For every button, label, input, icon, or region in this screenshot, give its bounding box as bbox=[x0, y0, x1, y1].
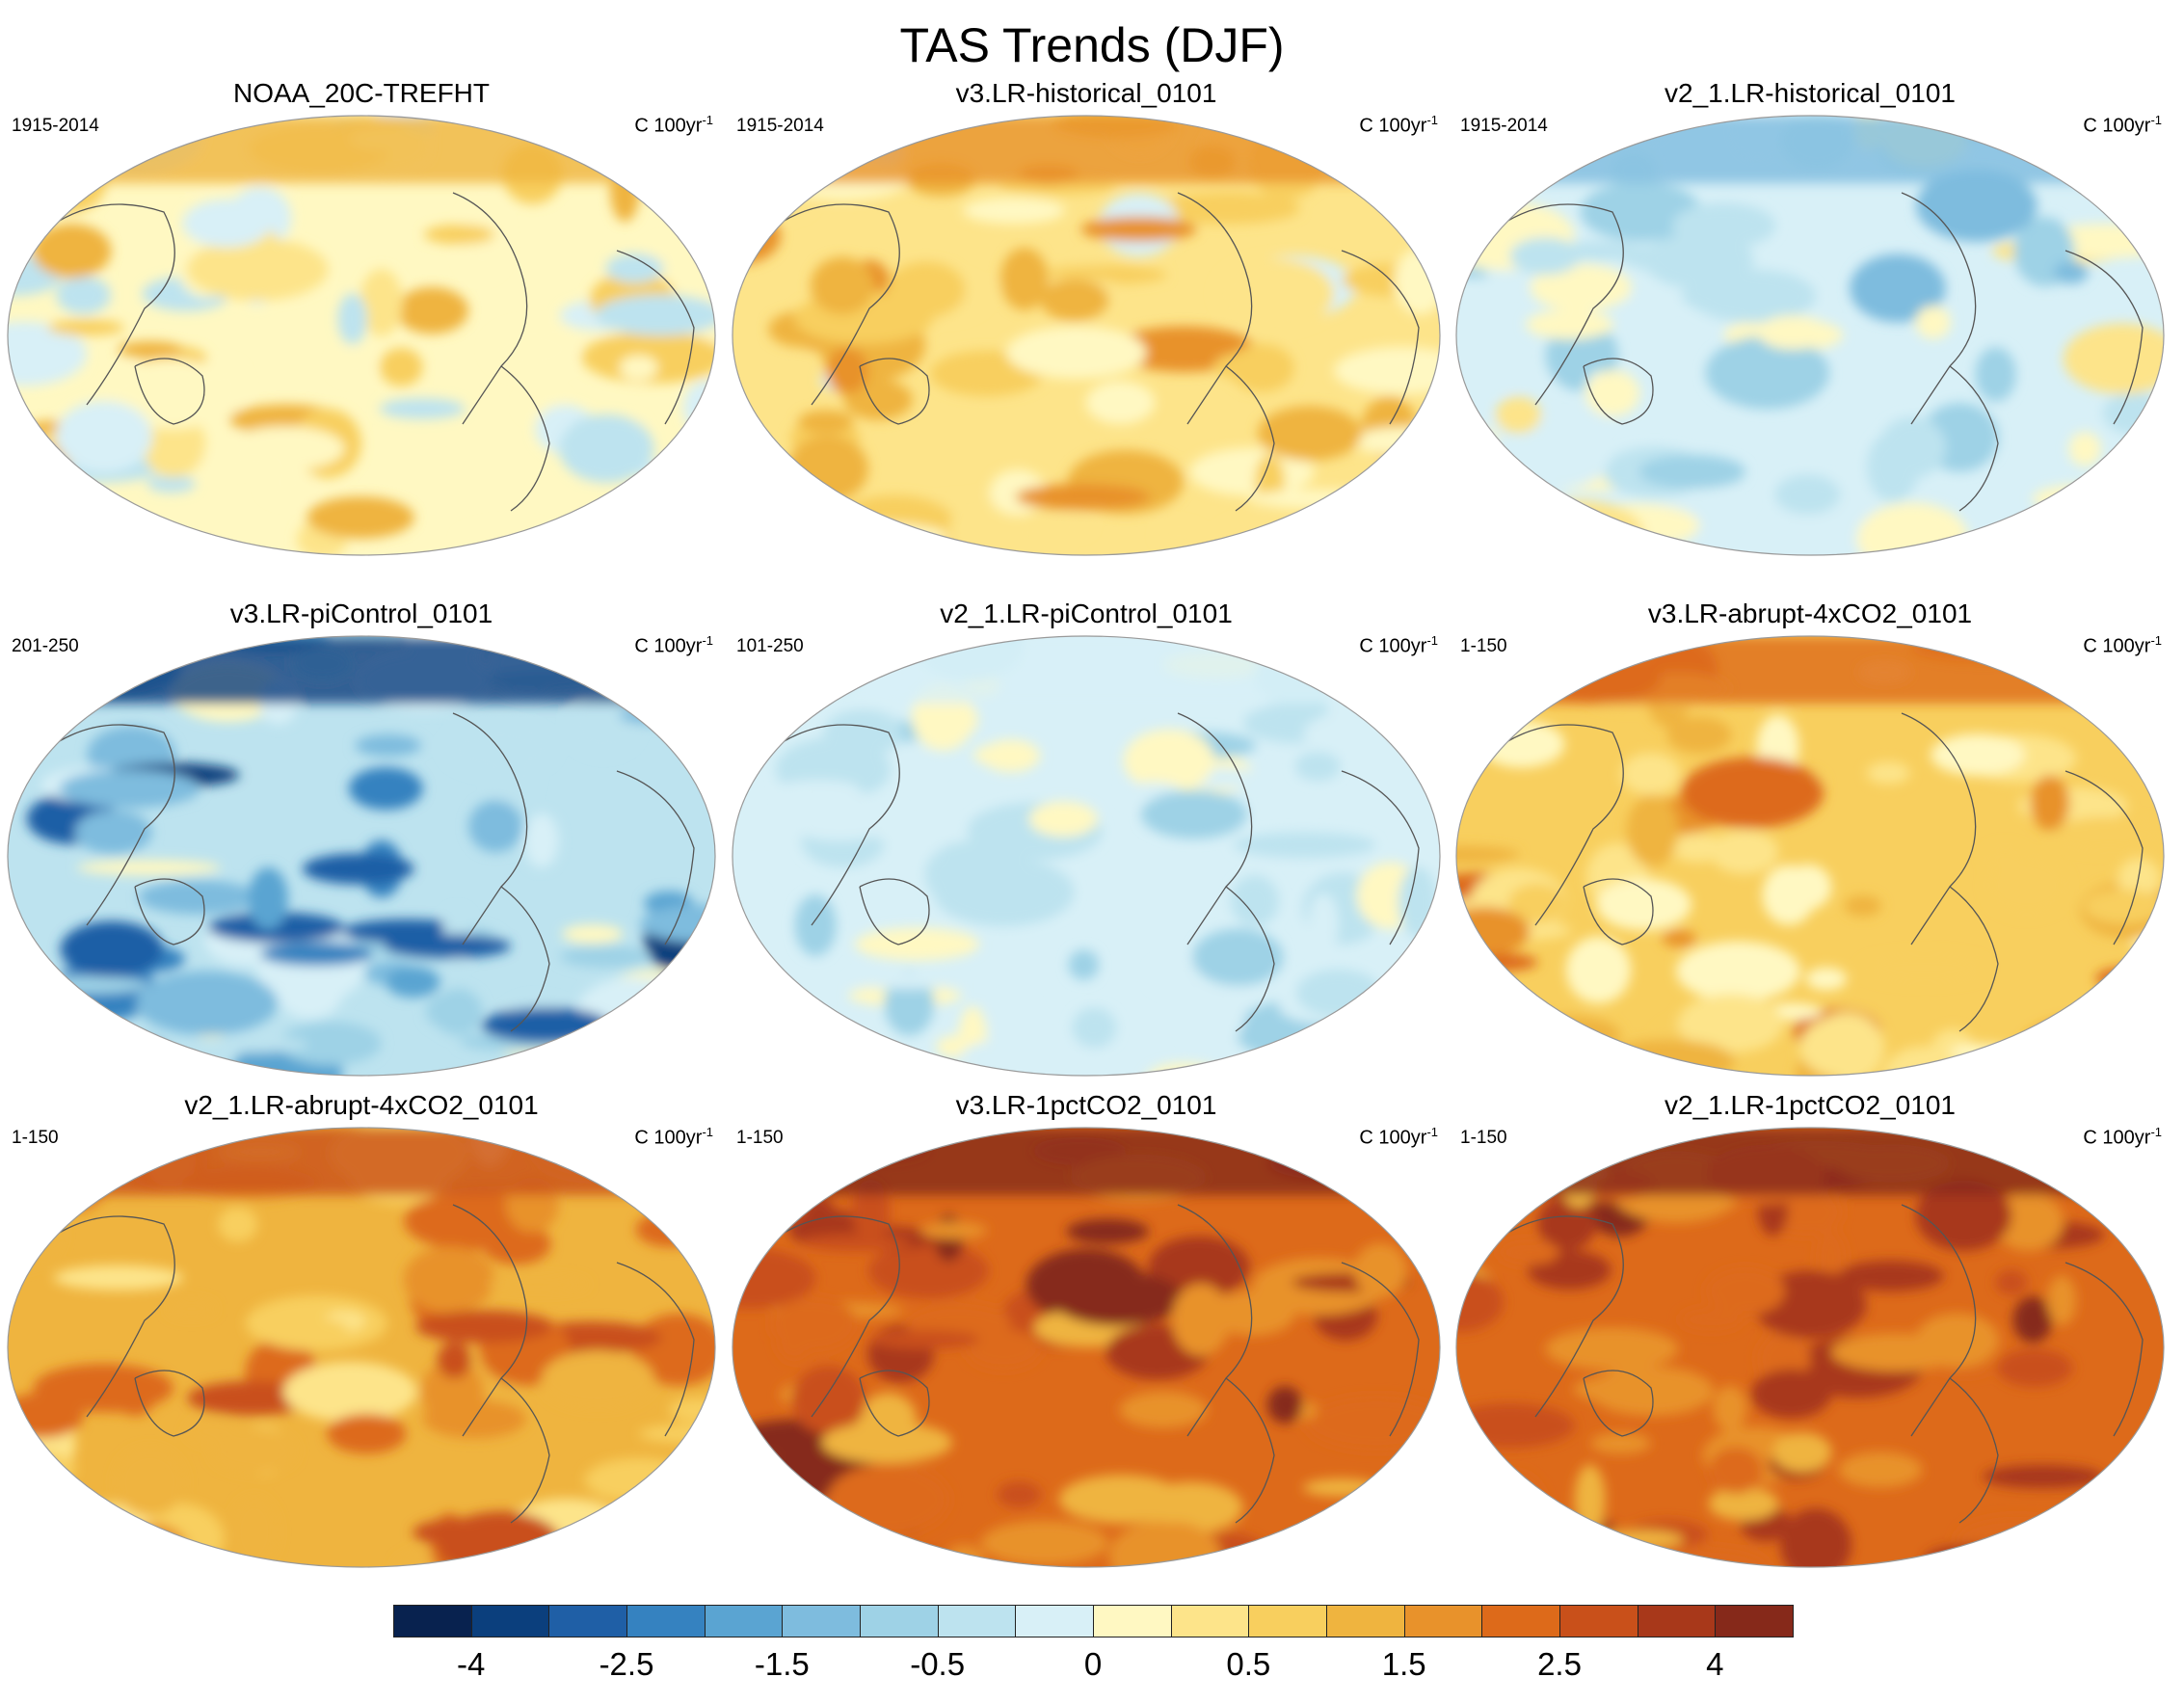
colorbar-box bbox=[1637, 1605, 1717, 1637]
panel-units: C 100yr-1 bbox=[634, 633, 713, 657]
panel-title: v2_1.LR-piControl_0101 bbox=[940, 599, 1233, 628]
panel-period: 101-250 bbox=[736, 636, 804, 656]
panel-units: C 100yr-1 bbox=[1359, 633, 1438, 657]
map-panel: v3.LR-piControl_0101 201-250 C 100yr-1 bbox=[0, 598, 723, 1084]
panel-period: 1-150 bbox=[736, 1128, 784, 1148]
colorbar-box bbox=[1559, 1605, 1638, 1637]
colorbar-tick-label: -4 bbox=[456, 1646, 486, 1682]
colorbar-box bbox=[704, 1605, 784, 1637]
world-map bbox=[732, 1127, 1441, 1568]
panel-period: 1915-2014 bbox=[12, 116, 99, 136]
colorbar-tick-label: 1.5 bbox=[1381, 1646, 1426, 1682]
panel-title: v3.LR-abrupt-4xCO2_0101 bbox=[1647, 599, 1973, 628]
map-panel: v3.LR-abrupt-4xCO2_0101 1-150 C 100yr-1 bbox=[1449, 598, 2171, 1084]
colorbar-box bbox=[1248, 1605, 1327, 1637]
colorbar-tick-label: 0.5 bbox=[1226, 1646, 1271, 1682]
colorbar bbox=[393, 1605, 1794, 1637]
panel-title: v2_1.LR-historical_0101 bbox=[1665, 78, 1956, 108]
colorbar-tick-label: -0.5 bbox=[910, 1646, 966, 1682]
colorbar-box bbox=[782, 1605, 861, 1637]
panel-period: 201-250 bbox=[12, 636, 79, 656]
panel-units: C 100yr-1 bbox=[1359, 113, 1438, 137]
panel-period: 1-150 bbox=[1460, 1128, 1507, 1148]
colorbar-tick-label: 0 bbox=[1083, 1646, 1103, 1682]
map-panel: v3.LR-historical_0101 1915-2014 C 100yr-1 bbox=[725, 77, 1448, 564]
map-panel: v3.LR-1pctCO2_0101 1-150 C 100yr-1 bbox=[725, 1089, 1448, 1576]
panel-period: 1-150 bbox=[12, 1128, 59, 1148]
map-panel: v2_1.LR-1pctCO2_0101 1-150 C 100yr-1 bbox=[1449, 1089, 2171, 1576]
colorbar-box bbox=[548, 1605, 627, 1637]
panel-period: 1-150 bbox=[1460, 636, 1507, 656]
colorbar-box bbox=[1326, 1605, 1405, 1637]
panel-title: v2_1.LR-abrupt-4xCO2_0101 bbox=[184, 1090, 539, 1120]
world-map bbox=[732, 115, 1441, 556]
panel-period: 1915-2014 bbox=[736, 116, 824, 136]
panel-title: v2_1.LR-1pctCO2_0101 bbox=[1665, 1090, 1956, 1120]
panel-units: C 100yr-1 bbox=[2083, 1125, 2162, 1149]
colorbar-box bbox=[393, 1605, 472, 1637]
colorbar-box bbox=[470, 1605, 550, 1637]
figure-title: TAS Trends (DJF) bbox=[899, 18, 1285, 72]
colorbar-box bbox=[937, 1605, 1017, 1637]
panel-units: C 100yr-1 bbox=[2083, 113, 2162, 137]
colorbar-box bbox=[1170, 1605, 1250, 1637]
world-map bbox=[732, 635, 1441, 1077]
world-map bbox=[7, 115, 716, 556]
map-panel: v2_1.LR-abrupt-4xCO2_0101 1-150 C 100yr-1 bbox=[0, 1089, 723, 1576]
colorbar-tick-label: 4 bbox=[1706, 1646, 1724, 1682]
colorbar-tick-label: -2.5 bbox=[599, 1646, 654, 1682]
panel-units: C 100yr-1 bbox=[2083, 633, 2162, 657]
panel-period: 1915-2014 bbox=[1460, 116, 1548, 136]
panel-title: NOAA_20C-TREFHT bbox=[232, 78, 491, 108]
colorbar-box bbox=[1715, 1605, 1794, 1637]
world-map bbox=[1455, 635, 2165, 1077]
colorbar-box bbox=[1481, 1605, 1560, 1637]
colorbar-tick-label: -1.5 bbox=[754, 1646, 810, 1682]
world-map bbox=[1455, 115, 2165, 556]
world-map bbox=[7, 635, 716, 1077]
panel-units: C 100yr-1 bbox=[634, 113, 713, 137]
colorbar-box bbox=[1015, 1605, 1094, 1637]
colorbar-box bbox=[1093, 1605, 1172, 1637]
map-panel: v2_1.LR-piControl_0101 101-250 C 100yr-1 bbox=[725, 598, 1448, 1084]
panel-units: C 100yr-1 bbox=[634, 1125, 713, 1149]
map-panel: NOAA_20C-TREFHT 1915-2014 C 100yr-1 bbox=[0, 77, 723, 564]
panel-title: v3.LR-historical_0101 bbox=[955, 78, 1217, 108]
panel-units: C 100yr-1 bbox=[1359, 1125, 1438, 1149]
panel-title: v3.LR-piControl_0101 bbox=[229, 599, 493, 628]
map-panel: v2_1.LR-historical_0101 1915-2014 C 100yr-… bbox=[1449, 77, 2171, 564]
panel-title: v3.LR-1pctCO2_0101 bbox=[955, 1090, 1217, 1120]
colorbar-box bbox=[860, 1605, 939, 1637]
world-map bbox=[7, 1127, 716, 1568]
world-map bbox=[1455, 1127, 2165, 1568]
colorbar-box bbox=[626, 1605, 706, 1637]
colorbar-tick-label: 2.5 bbox=[1537, 1646, 1582, 1682]
colorbar-box bbox=[1403, 1605, 1483, 1637]
